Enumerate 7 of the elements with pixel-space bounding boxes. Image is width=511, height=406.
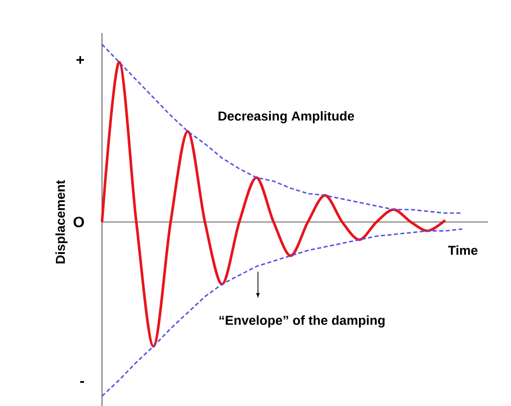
annotation: “Envelope” of the damping (219, 315, 385, 328)
y-axis-title: Displacement (55, 180, 68, 264)
x-axis-title: Time (448, 245, 478, 255)
text: + (76, 56, 84, 64)
text: - (80, 381, 84, 383)
text: O (74, 216, 84, 228)
annotation: Decreasing Amplitude (218, 111, 354, 124)
